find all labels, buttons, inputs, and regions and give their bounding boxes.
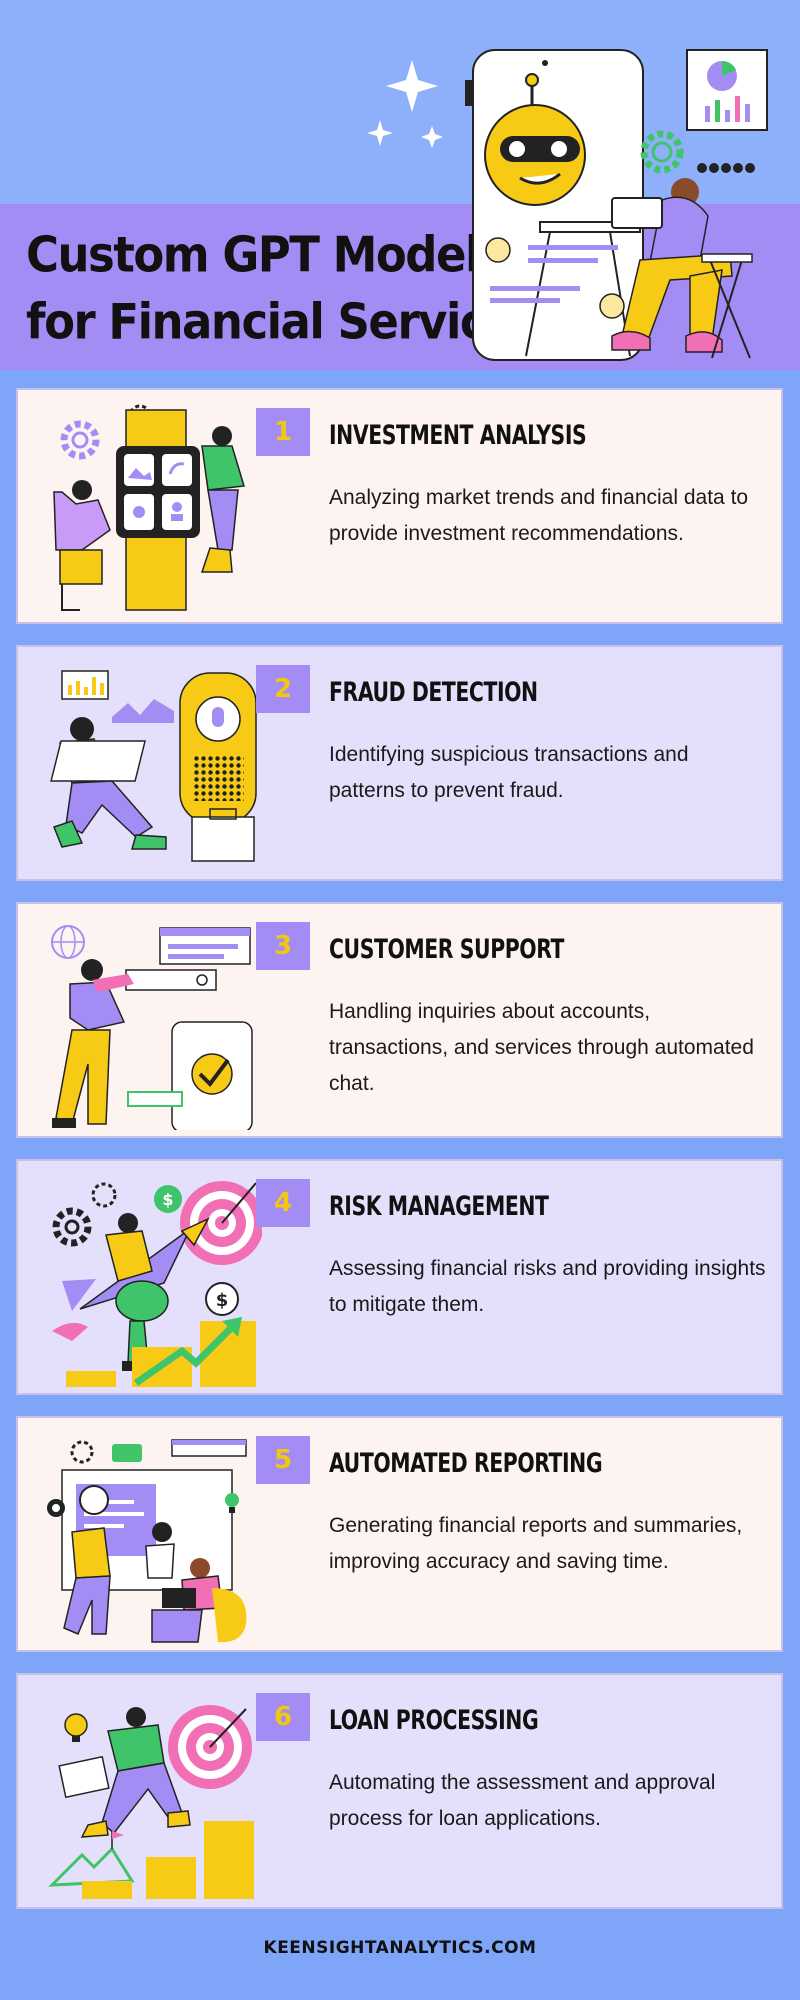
card-title: RISK MANAGEMENT [329, 1191, 549, 1222]
investment-illustration [53, 404, 245, 611]
target-icon [180, 1181, 262, 1265]
footer-website: KEENSIGHTANALYTICS.COM [263, 1938, 537, 1958]
risk-illustration: $ $ [52, 1181, 262, 1387]
loan-illustration [48, 1705, 254, 1899]
card-title: CUSTOMER SUPPORT [329, 934, 564, 965]
card-description: Handling inquiries about accounts, trans… [329, 1000, 754, 1095]
card-title: AUTOMATED REPORTING [329, 1448, 603, 1479]
card-investment-analysis: 1 INVESTMENT ANALYSIS Analyzing market t… [16, 388, 783, 624]
card-description: Generating financial reports and summari… [329, 1514, 743, 1573]
step-number: 1 [256, 408, 310, 456]
title-line-1: Custom GPT Models [26, 226, 506, 284]
title-line-2: for Financial Services [26, 293, 541, 351]
globe-icon [51, 925, 85, 959]
svg-text:$: $ [216, 1290, 229, 1311]
step-number: 3 [256, 922, 310, 970]
dollar-icon: $ [154, 1185, 182, 1213]
gear-icon [640, 130, 684, 174]
card-description: Identifying suspicious transactions and … [329, 743, 689, 802]
fraud-illustration [50, 670, 257, 862]
gear-icon [60, 420, 100, 460]
card-loan-processing: 6 LOAN PROCESSING Automating the assessm… [16, 1673, 783, 1909]
chart-icon [61, 670, 109, 700]
step-number: 4 [256, 1179, 310, 1227]
hero-illustration [367, 49, 768, 361]
sparkle-icon [367, 60, 443, 148]
location-icon [47, 1499, 65, 1517]
step-number: 5 [256, 1436, 310, 1484]
search-icon [196, 974, 208, 986]
gear-icon [70, 1440, 94, 1464]
gear-icon [91, 1182, 117, 1208]
gear-icon [52, 1207, 92, 1247]
briefcase-icon [191, 808, 255, 862]
card-title: INVESTMENT ANALYSIS [329, 420, 587, 451]
card-fraud-detection: 2 FRAUD DETECTION Identifying suspicious… [16, 645, 783, 881]
header: Custom GPT Models for Financial Services [0, 0, 800, 370]
dollar-icon: $ [205, 1282, 239, 1316]
briefcase-icon [58, 1755, 110, 1799]
card-risk-management: $ $ 4 RISK MANAGEMENT Assessing financia… [16, 1159, 783, 1395]
step-number: 6 [256, 1693, 310, 1741]
card-description: Analyzing market trends and financial da… [329, 486, 749, 545]
card-title: LOAN PROCESSING [329, 1705, 539, 1736]
card-automated-reporting: 5 AUTOMATED REPORTING Generating financi… [16, 1416, 783, 1652]
chart-icon [686, 49, 768, 131]
page-title: Custom GPT Models for Financial Services [26, 222, 541, 356]
svg-text:$: $ [162, 1190, 173, 1209]
card-customer-support: 3 CUSTOMER SUPPORT Handling inquiries ab… [16, 902, 783, 1138]
card-title: FRAUD DETECTION [329, 677, 538, 708]
lightbulb-icon [64, 1713, 88, 1742]
card-description: Assessing financial risks and providing … [329, 1257, 766, 1316]
support-illustration [51, 925, 253, 1130]
person-with-laptop [611, 178, 753, 359]
reporting-illustration [47, 1439, 247, 1643]
card-description: Automating the assessment and approval p… [329, 1771, 716, 1830]
target-icon [168, 1705, 252, 1789]
step-number: 2 [256, 665, 310, 713]
robot-icon [484, 73, 586, 206]
lightbulb-icon [225, 1493, 239, 1513]
